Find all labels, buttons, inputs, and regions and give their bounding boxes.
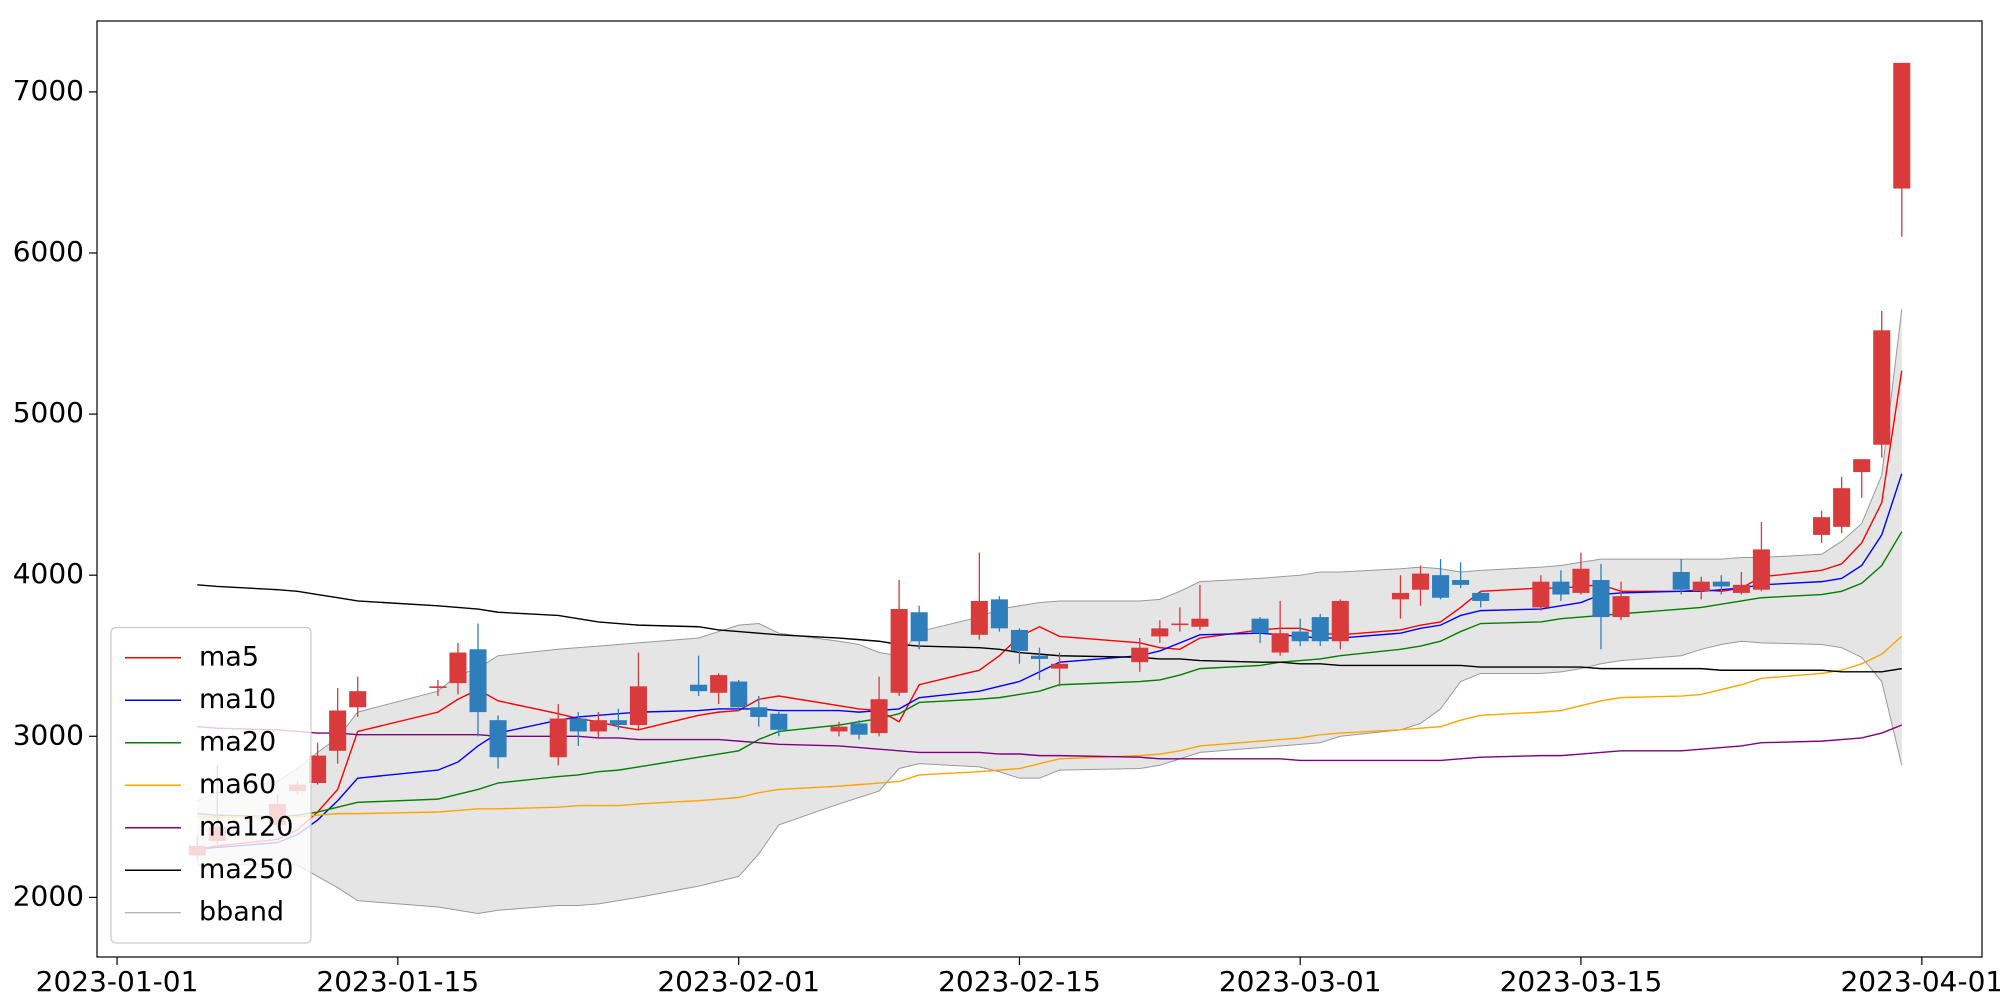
- candle-body: [1411, 573, 1430, 590]
- candle-body: [1692, 581, 1710, 592]
- legend-label: ma20: [199, 726, 276, 757]
- legend-label: ma10: [199, 684, 276, 715]
- candle-body: [970, 600, 988, 635]
- candle-body: [1592, 580, 1610, 618]
- candle-body: [770, 713, 788, 730]
- candle-body: [309, 755, 327, 784]
- candle-body: [890, 609, 908, 693]
- candle-body: [1171, 623, 1189, 626]
- candle-body: [1452, 580, 1470, 585]
- candle-body: [1051, 663, 1069, 669]
- candle-body: [1391, 592, 1409, 600]
- candle-body: [1030, 655, 1049, 659]
- candle-body: [1131, 647, 1149, 663]
- x-tick-label: 2023-02-15: [938, 965, 1101, 998]
- candle-body: [1752, 549, 1770, 590]
- candle-body: [1331, 600, 1349, 642]
- legend: ma5 ma10 ma20 ma60 ma120 ma250 bband: [110, 626, 312, 944]
- candle-body: [1712, 581, 1730, 587]
- candle-body: [690, 684, 708, 692]
- bband-area: [197, 309, 1902, 914]
- candle-body: [629, 686, 647, 726]
- candle-body: [1552, 581, 1570, 595]
- x-tick-label: 2023-01-15: [316, 965, 479, 998]
- ma-line: [197, 370, 1903, 850]
- candle-body: [349, 691, 367, 708]
- candle-body: [549, 718, 567, 758]
- candle-body: [1833, 488, 1851, 527]
- ma-line: [197, 635, 1903, 818]
- candle-body: [1191, 618, 1209, 627]
- candle-body: [449, 652, 467, 684]
- candle-body: [1572, 568, 1590, 593]
- candle-body: [1813, 517, 1831, 535]
- candle-body: [830, 726, 848, 732]
- x-tick-label: 2023-03-15: [1500, 965, 1663, 998]
- candle-body: [429, 686, 447, 688]
- candle-body: [1311, 617, 1329, 642]
- legend-box: [110, 626, 312, 944]
- legend-label: ma60: [199, 769, 276, 800]
- candle-body: [589, 720, 607, 732]
- candle-body: [1853, 459, 1871, 473]
- ma-line: [197, 584, 1902, 673]
- x-tick-label: 2023-02-01: [657, 965, 820, 998]
- candle-body: [1893, 62, 1911, 189]
- candle-body: [609, 720, 627, 726]
- legend-label: ma120: [199, 811, 293, 842]
- y-tick-label: 4000: [13, 557, 84, 590]
- candle-body: [1151, 628, 1169, 637]
- legend-label: bband: [199, 896, 284, 927]
- legend-label: ma250: [199, 854, 293, 885]
- candle-body: [1291, 631, 1309, 642]
- candle-body: [1472, 592, 1490, 601]
- x-tick-label: 2023-04-01: [1840, 965, 2000, 998]
- candle-body: [910, 612, 928, 642]
- candle-body: [469, 649, 487, 713]
- y-tick-label: 2000: [13, 879, 84, 912]
- candle-body: [1251, 618, 1269, 634]
- candle-body: [1612, 596, 1630, 618]
- bband-lower: [197, 640, 1903, 915]
- candle-body: [1532, 581, 1550, 608]
- candle-body: [489, 720, 507, 758]
- y-tick-label: 3000: [13, 718, 84, 751]
- x-tick-label: 2023-01-01: [36, 965, 199, 998]
- candle-body: [850, 723, 868, 735]
- candle-body: [710, 675, 728, 693]
- candle-body: [1873, 330, 1891, 445]
- axes: 2000 3000 4000 5000 6000 7000 2023-01-01 2023-0…: [13, 20, 2000, 998]
- candle-body: [569, 718, 587, 732]
- candle-body: [750, 707, 768, 717]
- candle-body: [870, 699, 888, 734]
- bband-upper: [197, 309, 1903, 802]
- y-tick-label: 5000: [13, 396, 84, 429]
- x-tick-label: 2023-03-01: [1219, 965, 1382, 998]
- candle-body: [1271, 633, 1289, 653]
- candle-body: [1732, 584, 1750, 593]
- candle-body: [1010, 629, 1028, 651]
- y-tick-label: 7000: [13, 74, 84, 107]
- legend-label: ma5: [199, 641, 259, 672]
- candle-body: [1432, 575, 1450, 598]
- plot-area: [188, 62, 1911, 915]
- ma-line: [197, 531, 1903, 818]
- candle-body: [730, 681, 748, 708]
- candle-body: [1672, 571, 1690, 590]
- plot-frame: [96, 20, 1983, 958]
- y-tick-label: 6000: [13, 235, 84, 268]
- candle-body: [329, 710, 347, 751]
- candle-body: [990, 599, 1008, 629]
